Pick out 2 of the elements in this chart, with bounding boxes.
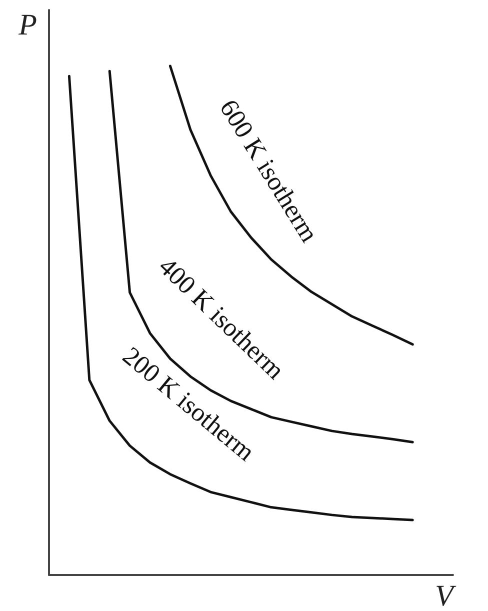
- x-axis-title: V: [435, 580, 457, 611]
- y-axis-title: P: [18, 8, 37, 42]
